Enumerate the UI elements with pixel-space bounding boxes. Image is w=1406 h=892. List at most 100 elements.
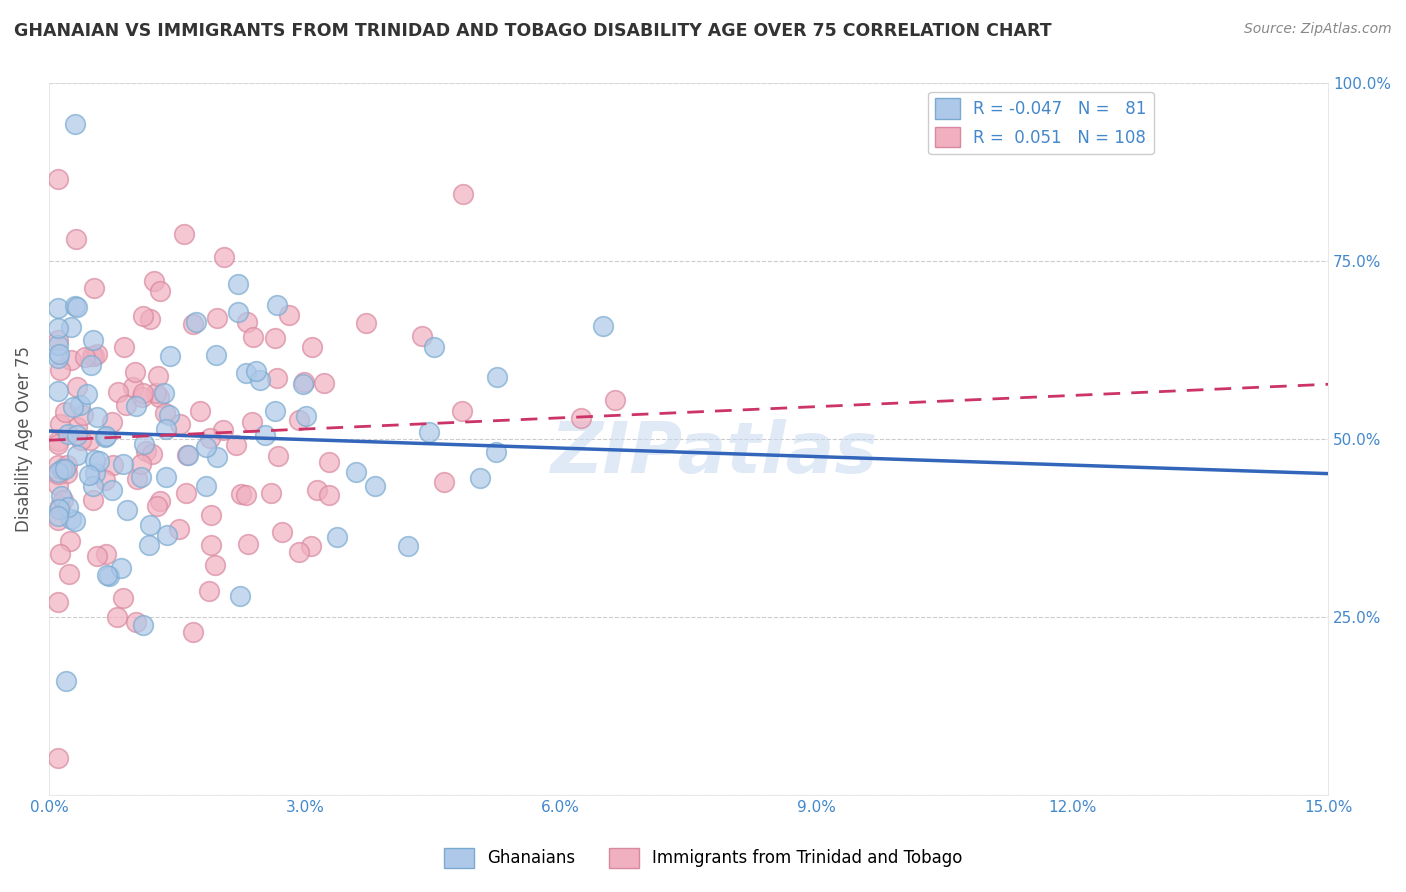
Point — [236, 315, 259, 329]
Point — [266, 298, 288, 312]
Legend: R = -0.047   N =   81, R =  0.051   N = 108: R = -0.047 N = 81, R = 0.051 N = 108 — [928, 92, 1153, 154]
Point — [111, 591, 134, 605]
Point — [266, 371, 288, 385]
Point — [46, 172, 69, 186]
Point — [79, 434, 101, 448]
Point — [89, 453, 111, 467]
Point — [195, 440, 218, 454]
Point — [225, 438, 247, 452]
Point — [46, 333, 69, 347]
Point — [127, 472, 149, 486]
Point — [176, 448, 198, 462]
Text: ZIPatlas: ZIPatlas — [551, 419, 877, 488]
Point — [226, 304, 249, 318]
Y-axis label: Disability Age Over 75: Disability Age Over 75 — [15, 346, 32, 532]
Point — [254, 428, 277, 442]
Point — [138, 312, 160, 326]
Point — [169, 417, 191, 431]
Point — [326, 530, 349, 544]
Point — [82, 479, 104, 493]
Point — [318, 455, 340, 469]
Point — [115, 398, 138, 412]
Point — [46, 434, 69, 448]
Point — [603, 393, 626, 408]
Point — [159, 349, 181, 363]
Point — [131, 390, 153, 404]
Point — [48, 502, 70, 516]
Point — [226, 277, 249, 291]
Point — [49, 500, 72, 514]
Point — [58, 566, 80, 581]
Point — [155, 422, 177, 436]
Point — [83, 281, 105, 295]
Point — [301, 340, 323, 354]
Point — [56, 426, 79, 441]
Point — [53, 462, 76, 476]
Point — [124, 365, 146, 379]
Point — [76, 387, 98, 401]
Point — [52, 493, 75, 508]
Point — [292, 375, 315, 389]
Point — [86, 409, 108, 424]
Point — [277, 308, 299, 322]
Point — [98, 569, 121, 583]
Point — [94, 547, 117, 561]
Point — [46, 509, 69, 524]
Point — [46, 458, 69, 472]
Point — [125, 615, 148, 629]
Point — [135, 444, 157, 458]
Point — [155, 528, 177, 542]
Point — [66, 420, 89, 434]
Point — [174, 486, 197, 500]
Point — [62, 400, 84, 414]
Point — [260, 486, 283, 500]
Point — [63, 514, 86, 528]
Point — [423, 340, 446, 354]
Point — [396, 540, 419, 554]
Point — [107, 385, 129, 400]
Point — [46, 338, 69, 352]
Point — [82, 493, 104, 508]
Point — [249, 373, 271, 387]
Point — [59, 319, 82, 334]
Point — [145, 386, 167, 401]
Point — [110, 561, 132, 575]
Point — [263, 404, 285, 418]
Point — [173, 227, 195, 242]
Point — [80, 359, 103, 373]
Point — [94, 429, 117, 443]
Point — [149, 284, 172, 298]
Point — [56, 458, 79, 472]
Point — [59, 511, 82, 525]
Point — [72, 408, 94, 422]
Point — [79, 468, 101, 483]
Point — [131, 457, 153, 471]
Point — [84, 467, 107, 481]
Point — [235, 366, 257, 380]
Point — [46, 321, 69, 335]
Point — [46, 436, 69, 450]
Point — [270, 525, 292, 540]
Point — [83, 349, 105, 363]
Point — [177, 448, 200, 462]
Point — [167, 522, 190, 536]
Point — [103, 458, 125, 472]
Text: GHANAIAN VS IMMIGRANTS FROM TRINIDAD AND TOBAGO DISABILITY AGE OVER 75 CORRELATI: GHANAIAN VS IMMIGRANTS FROM TRINIDAD AND… — [14, 22, 1052, 40]
Point — [46, 301, 69, 316]
Point — [112, 340, 135, 354]
Point — [84, 453, 107, 467]
Point — [200, 538, 222, 552]
Point — [46, 513, 69, 527]
Text: Source: ZipAtlas.com: Source: ZipAtlas.com — [1244, 22, 1392, 37]
Point — [146, 499, 169, 513]
Point — [229, 589, 252, 603]
Point — [66, 380, 89, 394]
Point — [48, 347, 70, 361]
Point — [46, 478, 69, 492]
Point — [318, 488, 340, 502]
Point — [125, 399, 148, 413]
Point — [149, 494, 172, 508]
Point — [264, 330, 287, 344]
Point — [105, 609, 128, 624]
Point — [155, 406, 177, 420]
